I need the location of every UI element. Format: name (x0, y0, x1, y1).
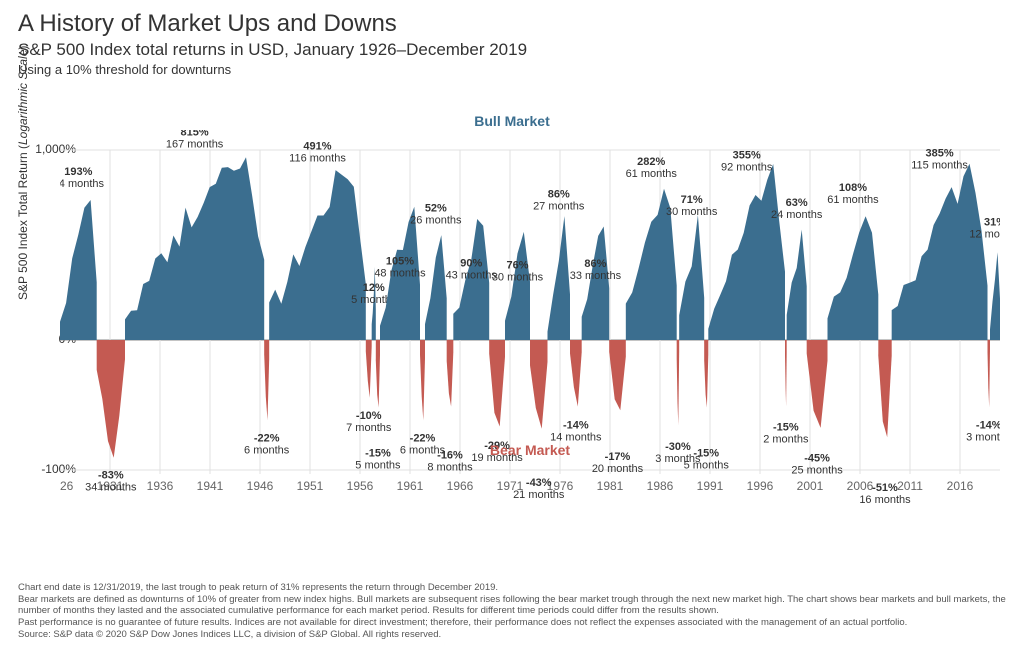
chart-svg: 1926193119361941194619511956196119661971… (60, 130, 1000, 530)
svg-text:63%: 63% (786, 197, 808, 209)
bull-label: Bull Market (0, 113, 1024, 129)
svg-text:8 months: 8 months (427, 461, 473, 473)
svg-text:26 months: 26 months (410, 214, 462, 226)
svg-text:5 months: 5 months (684, 459, 730, 471)
svg-text:27 months: 27 months (533, 200, 585, 212)
svg-text:43 months: 43 months (446, 269, 498, 281)
svg-text:-14%: -14% (976, 419, 1000, 431)
svg-text:2006: 2006 (847, 479, 874, 493)
svg-text:-10%: -10% (356, 410, 382, 422)
svg-text:2011: 2011 (897, 479, 923, 493)
svg-text:71%: 71% (681, 194, 703, 206)
footer-line: Past performance is no guarantee of futu… (18, 617, 1006, 629)
svg-text:1961: 1961 (397, 479, 424, 493)
svg-text:20 months: 20 months (592, 463, 644, 475)
svg-text:-83%: -83% (98, 470, 124, 482)
svg-text:61 months: 61 months (626, 168, 678, 180)
footer-line: Bear markets are defined as downturns of… (18, 594, 1006, 618)
svg-text:193%: 193% (64, 166, 92, 178)
svg-text:1951: 1951 (297, 479, 324, 493)
svg-text:-14%: -14% (563, 419, 589, 431)
page-subnote: Using a 10% threshold for downturns (18, 62, 1006, 77)
svg-text:1991: 1991 (697, 479, 724, 493)
svg-text:86%: 86% (584, 258, 606, 270)
y-axis-label: S&P 500 Index Total Return (Logarithmic … (16, 46, 30, 300)
svg-text:2001: 2001 (797, 479, 824, 493)
svg-text:1986: 1986 (647, 479, 674, 493)
svg-text:25 months: 25 months (791, 464, 843, 476)
svg-text:52%: 52% (425, 202, 447, 214)
svg-text:-51%: -51% (872, 482, 898, 494)
svg-text:12 months: 12 months (969, 229, 1000, 241)
footer-text: Chart end date is 12/31/2019, the last t… (18, 582, 1006, 641)
svg-text:1981: 1981 (597, 479, 624, 493)
svg-text:115 months: 115 months (911, 159, 968, 171)
svg-text:5 months: 5 months (355, 459, 401, 471)
svg-text:105%: 105% (386, 255, 414, 267)
svg-text:-43%: -43% (526, 477, 552, 489)
svg-text:1966: 1966 (447, 479, 474, 493)
svg-text:385%: 385% (926, 147, 954, 159)
chart-area: 1926193119361941194619511956196119661971… (60, 130, 1000, 510)
svg-text:815%: 815% (181, 130, 209, 139)
svg-text:12%: 12% (363, 282, 385, 294)
svg-text:30 months: 30 months (666, 206, 718, 218)
svg-text:355%: 355% (733, 149, 761, 161)
footer-line: Chart end date is 12/31/2019, the last t… (18, 582, 1006, 594)
page-subtitle: S&P 500 Index total returns in USD, Janu… (18, 40, 1006, 60)
svg-text:108%: 108% (839, 182, 867, 194)
svg-text:76%: 76% (506, 259, 528, 271)
svg-text:90%: 90% (460, 257, 482, 269)
svg-text:-15%: -15% (773, 421, 799, 433)
svg-text:1996: 1996 (747, 479, 774, 493)
svg-text:116 months: 116 months (289, 153, 346, 165)
svg-text:33 months: 33 months (570, 270, 622, 282)
svg-text:92 months: 92 months (721, 161, 773, 173)
svg-text:7 months: 7 months (346, 422, 392, 434)
svg-text:282%: 282% (637, 156, 665, 168)
svg-text:1941: 1941 (197, 479, 224, 493)
bear-label: Bear Market (60, 442, 1000, 458)
svg-text:31%: 31% (984, 217, 1000, 229)
svg-text:1936: 1936 (147, 479, 174, 493)
svg-text:2016: 2016 (947, 479, 974, 493)
svg-text:1946: 1946 (247, 479, 274, 493)
svg-text:48 months: 48 months (374, 267, 426, 279)
svg-text:61 months: 61 months (827, 194, 879, 206)
svg-text:44 months: 44 months (60, 178, 105, 190)
svg-text:30 months: 30 months (492, 271, 544, 283)
svg-text:24 months: 24 months (771, 209, 823, 221)
footer-line: Source: S&P data © 2020 S&P Dow Jones In… (18, 629, 1006, 641)
svg-text:1926: 1926 (60, 479, 74, 493)
svg-text:86%: 86% (548, 188, 570, 200)
svg-text:16 months: 16 months (859, 494, 911, 506)
svg-text:167 months: 167 months (166, 139, 224, 151)
svg-text:1956: 1956 (347, 479, 374, 493)
page-title: A History of Market Ups and Downs (18, 10, 1006, 38)
svg-text:34 months: 34 months (85, 482, 137, 494)
svg-text:491%: 491% (303, 141, 331, 153)
svg-text:21 months: 21 months (513, 489, 565, 501)
